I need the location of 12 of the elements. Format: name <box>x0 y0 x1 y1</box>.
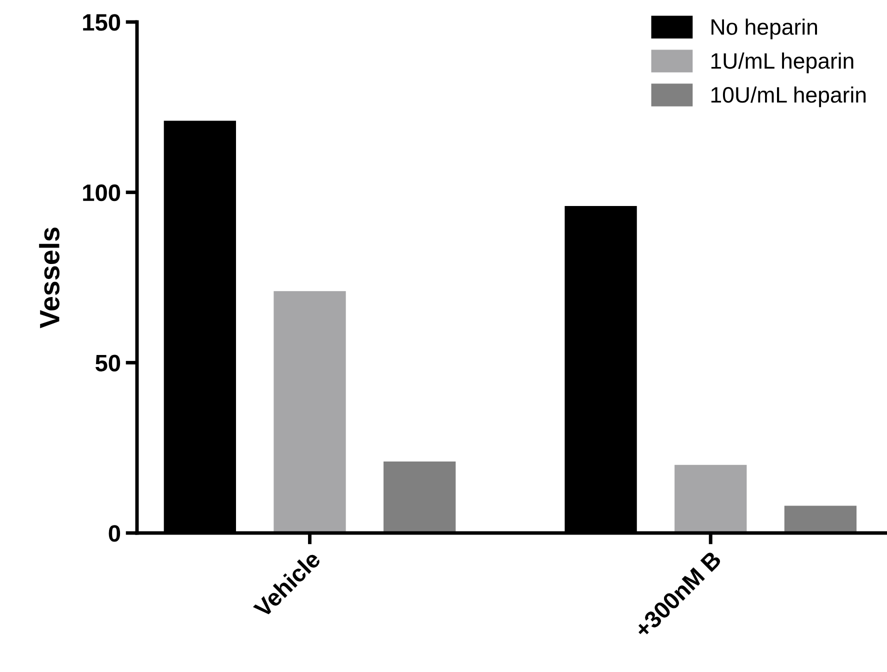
y-tick-label: 150 <box>83 14 120 31</box>
y-tick-label: 50 <box>95 354 120 372</box>
bar <box>674 464 747 533</box>
legend-label: No heparin <box>712 18 817 40</box>
y-tick-label: 0 <box>108 525 120 542</box>
bar <box>784 506 857 533</box>
bar <box>384 461 456 533</box>
legend-label: 1U/mL heparin <box>711 52 854 74</box>
legend-label: 10U/mL heparin <box>711 86 866 108</box>
y-tick-label: 100 <box>83 184 120 202</box>
y-axis-title: Vessels <box>39 228 60 328</box>
bar <box>274 291 346 533</box>
